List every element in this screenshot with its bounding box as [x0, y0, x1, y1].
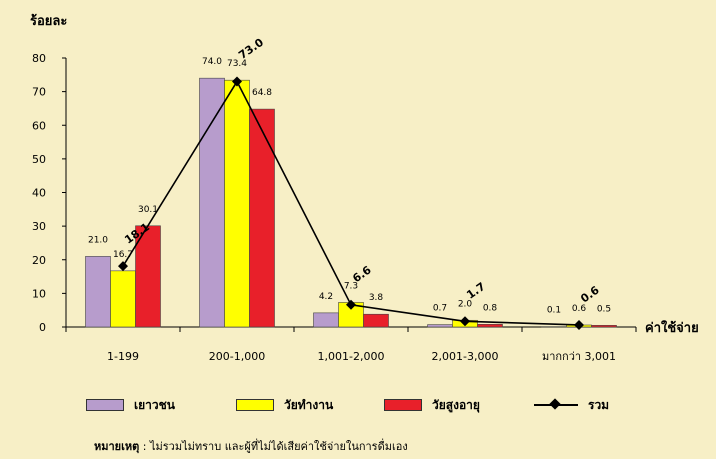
bar-value-label: 21.0 [88, 235, 108, 245]
x-axis-title: ค่าใช้จ่าย [645, 319, 699, 336]
footnote-text: : ไม่รวมไม่ทราบ และผู้ที่ไม่ได้เสียค่าใช… [139, 440, 408, 453]
x-category-label: 200-1,000 [209, 350, 265, 363]
total-value-label: 73.0 [236, 36, 266, 62]
bar [363, 313, 389, 328]
bar-value-label: 74.0 [202, 57, 222, 67]
bar [249, 108, 275, 328]
footnote-prefix: หมายเหตุ [94, 440, 140, 453]
bar-value-label: 7.3 [344, 281, 358, 291]
y-axis-title: ร้อยละ [30, 14, 68, 29]
total-point [346, 299, 356, 310]
bar [477, 324, 503, 328]
y-tick-label: 80 [32, 52, 46, 65]
bar [313, 312, 339, 328]
bar-value-label: 0.7 [433, 304, 447, 314]
x-category-label: 2,001-3,000 [432, 350, 499, 363]
total-value-label: 0.6 [578, 283, 602, 305]
total-point [118, 261, 128, 272]
bar-value-label: 3.8 [369, 293, 384, 303]
y-tick-label: 70 [32, 86, 46, 99]
bar-value-label: 0.8 [483, 303, 498, 313]
x-category-label: 1,001-2,000 [318, 350, 385, 363]
y-tick-label: 40 [32, 187, 46, 200]
bar-value-label: 2.0 [458, 299, 473, 309]
y-tick-label: 10 [32, 287, 46, 300]
bar-value-label: 0.5 [597, 304, 611, 314]
bar [110, 270, 136, 328]
bar [427, 324, 453, 328]
bar-value-label: 30.1 [138, 205, 158, 215]
bar-value-label: 73.4 [227, 59, 247, 69]
total-point [232, 76, 242, 87]
footnote: หมายเหตุ : ไม่รวมไม่ทราบ และผู้ที่ไม่ได้… [94, 437, 408, 455]
y-tick-label: 20 [32, 254, 46, 267]
x-category-label: 1-199 [107, 350, 139, 363]
bar-value-label: 0.6 [572, 304, 587, 314]
total-point [460, 316, 470, 327]
y-tick-label: 50 [32, 153, 46, 166]
bar [224, 79, 250, 328]
bar-value-label: 4.2 [319, 292, 333, 302]
bar-value-label: 16.7 [113, 250, 133, 260]
total-point [574, 319, 584, 330]
bar [85, 256, 111, 328]
y-tick-label: 60 [32, 119, 46, 132]
bar [591, 325, 617, 328]
y-tick-label: 0 [39, 321, 46, 334]
bar-value-label: 0.1 [547, 306, 561, 316]
bar [199, 77, 225, 328]
bar-value-label: 64.8 [252, 88, 272, 98]
x-category-label: มากกว่า 3,001 [542, 350, 616, 363]
y-tick-label: 30 [32, 220, 46, 233]
